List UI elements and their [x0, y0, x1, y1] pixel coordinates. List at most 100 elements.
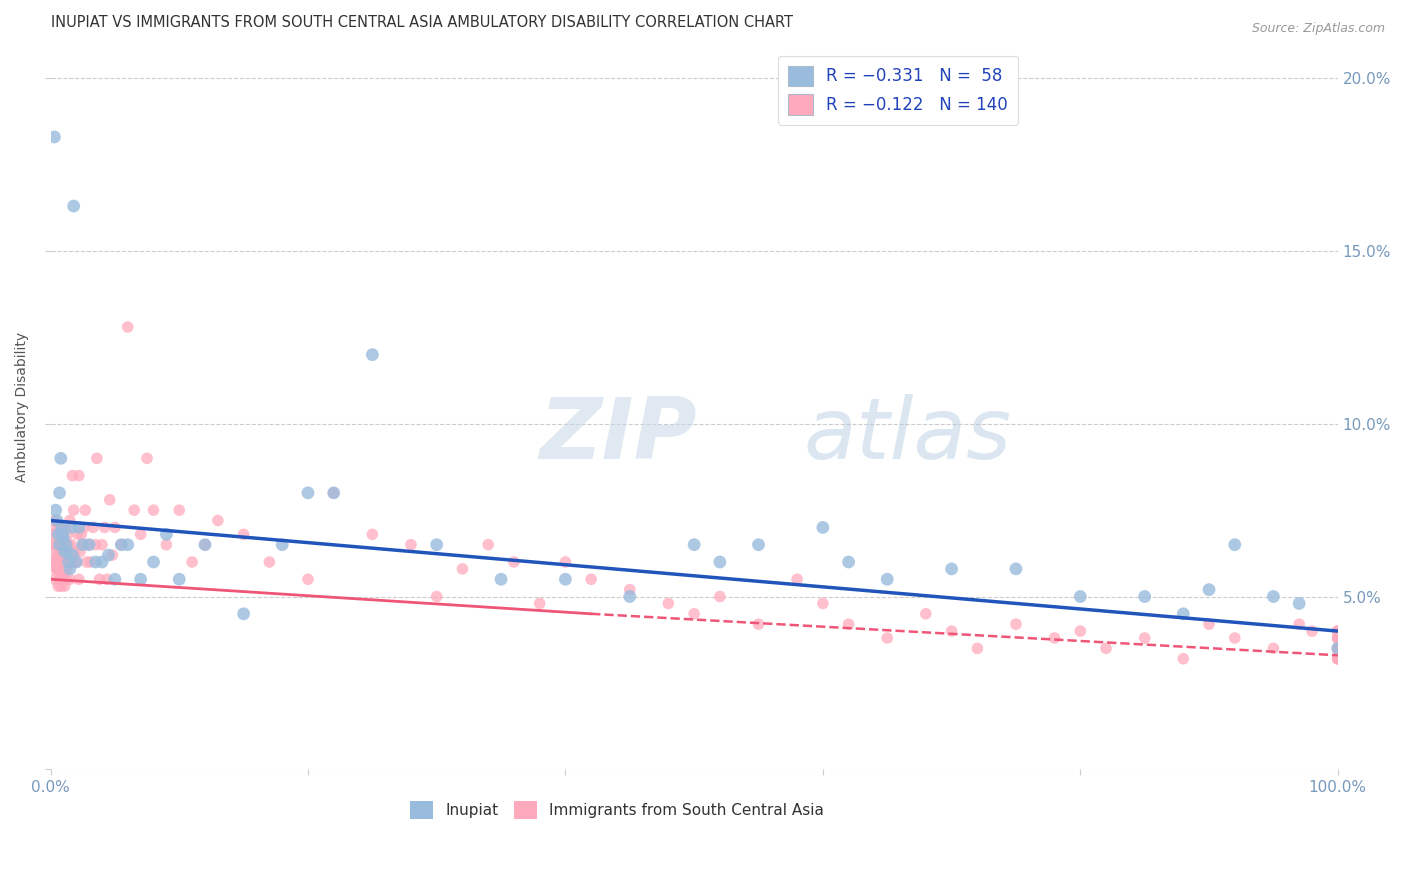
- Point: [45, 520, 67, 534]
- Point: [1198, 582, 1220, 597]
- Point: [554, 555, 576, 569]
- Point: [77, 538, 100, 552]
- Point: [110, 538, 132, 552]
- Point: [1326, 631, 1348, 645]
- Point: [1043, 631, 1066, 645]
- Point: [98, 492, 121, 507]
- Point: [117, 320, 139, 334]
- Point: [66, 527, 89, 541]
- Point: [91, 555, 114, 569]
- Point: [117, 538, 139, 552]
- Point: [194, 538, 217, 552]
- Point: [786, 572, 808, 586]
- Legend: Inupiat, Immigrants from South Central Asia: Inupiat, Immigrants from South Central A…: [402, 793, 831, 827]
- Point: [271, 538, 294, 552]
- Point: [104, 520, 127, 534]
- Point: [52, 520, 75, 534]
- Point: [59, 572, 82, 586]
- Point: [46, 527, 69, 541]
- Point: [876, 572, 898, 586]
- Point: [48, 555, 70, 569]
- Point: [58, 555, 80, 569]
- Point: [876, 631, 898, 645]
- Point: [503, 555, 526, 569]
- Point: [1326, 624, 1348, 638]
- Point: [96, 572, 118, 586]
- Point: [297, 572, 319, 586]
- Point: [1326, 624, 1348, 638]
- Point: [167, 503, 190, 517]
- Point: [53, 544, 76, 558]
- Point: [1326, 631, 1348, 645]
- Point: [1173, 651, 1195, 665]
- Point: [93, 520, 115, 534]
- Point: [67, 468, 90, 483]
- Point: [44, 572, 66, 586]
- Point: [84, 555, 107, 569]
- Point: [51, 527, 73, 541]
- Point: [1326, 651, 1348, 665]
- Point: [129, 572, 152, 586]
- Point: [619, 590, 641, 604]
- Text: INUPIAT VS IMMIGRANTS FROM SOUTH CENTRAL ASIA AMBULATORY DISABILITY CORRELATION : INUPIAT VS IMMIGRANTS FROM SOUTH CENTRAL…: [51, 15, 793, 30]
- Point: [232, 527, 254, 541]
- Point: [62, 199, 84, 213]
- Point: [52, 531, 75, 545]
- Point: [60, 520, 83, 534]
- Point: [1326, 641, 1348, 656]
- Point: [55, 520, 77, 534]
- Point: [56, 562, 79, 576]
- Point: [1133, 631, 1156, 645]
- Point: [48, 520, 70, 534]
- Point: [1223, 631, 1246, 645]
- Text: atlas: atlas: [804, 394, 1011, 477]
- Point: [45, 503, 67, 517]
- Point: [48, 538, 70, 552]
- Point: [51, 569, 73, 583]
- Point: [65, 555, 87, 569]
- Point: [259, 555, 281, 569]
- Point: [1223, 538, 1246, 552]
- Point: [914, 607, 936, 621]
- Point: [58, 538, 80, 552]
- Point: [46, 562, 69, 576]
- Y-axis label: Ambulatory Disability: Ambulatory Disability: [15, 332, 30, 482]
- Point: [69, 544, 91, 558]
- Point: [811, 520, 834, 534]
- Point: [941, 624, 963, 638]
- Point: [838, 617, 860, 632]
- Point: [1263, 590, 1285, 604]
- Point: [67, 520, 90, 534]
- Point: [322, 486, 344, 500]
- Point: [1326, 641, 1348, 656]
- Point: [70, 527, 93, 541]
- Point: [49, 451, 72, 466]
- Point: [709, 590, 731, 604]
- Point: [657, 597, 679, 611]
- Point: [97, 548, 120, 562]
- Point: [60, 555, 83, 569]
- Point: [72, 538, 94, 552]
- Point: [122, 503, 145, 517]
- Point: [48, 562, 70, 576]
- Point: [167, 572, 190, 586]
- Point: [49, 562, 72, 576]
- Point: [1288, 597, 1310, 611]
- Point: [1326, 624, 1348, 638]
- Point: [194, 538, 217, 552]
- Point: [155, 527, 177, 541]
- Point: [361, 348, 384, 362]
- Point: [1326, 631, 1348, 645]
- Point: [529, 597, 551, 611]
- Point: [49, 527, 72, 541]
- Point: [46, 548, 69, 562]
- Point: [361, 527, 384, 541]
- Point: [58, 555, 80, 569]
- Point: [45, 562, 67, 576]
- Point: [45, 538, 67, 552]
- Point: [48, 572, 70, 586]
- Point: [1069, 624, 1091, 638]
- Point: [76, 555, 98, 569]
- Point: [49, 579, 72, 593]
- Point: [62, 468, 84, 483]
